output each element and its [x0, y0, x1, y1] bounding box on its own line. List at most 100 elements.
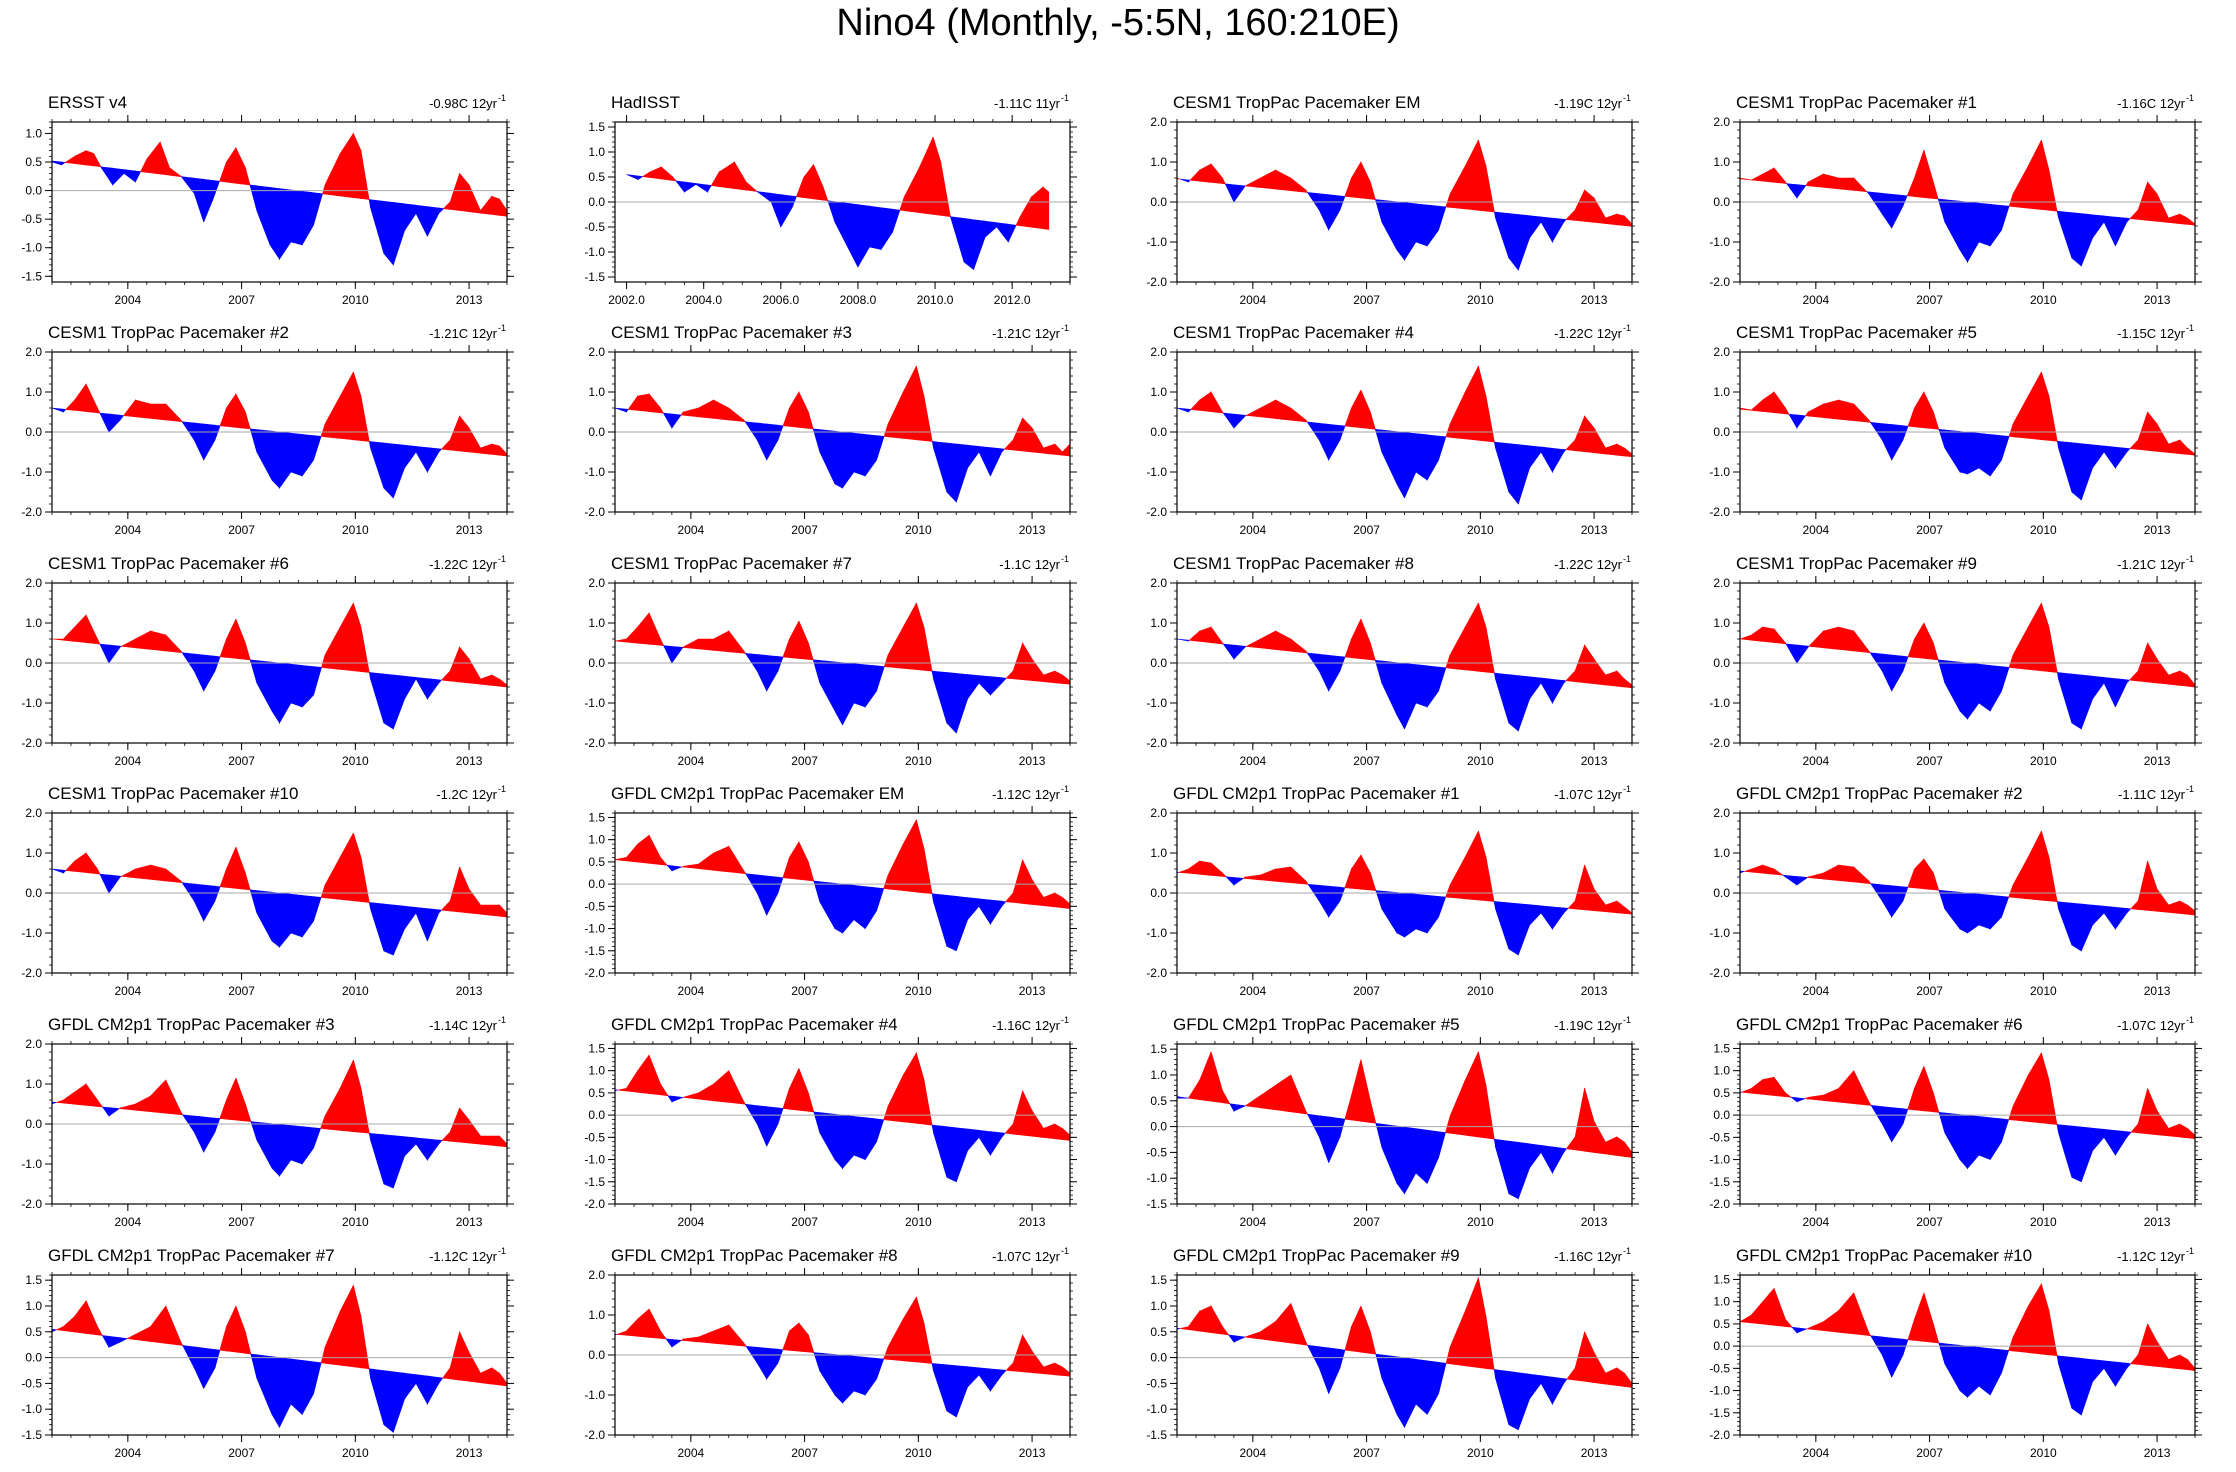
- positive-anomaly-area: [2041, 371, 2050, 441]
- negative-anomaly-area: [973, 219, 986, 270]
- negative-anomaly-area: [1381, 199, 1398, 251]
- negative-anomaly-area: [203, 884, 216, 923]
- trend-label: -1.11C 12yr: [2118, 787, 2186, 802]
- trend-label: -1.07C 12yr: [1554, 787, 1623, 802]
- positive-anomaly-area: [1005, 892, 1014, 903]
- negative-anomaly-area: [756, 422, 768, 461]
- negative-anomaly-area: [2001, 666, 2010, 692]
- y-tick-label: 0.0: [25, 184, 42, 198]
- y-tick-label: -1.0: [21, 465, 42, 479]
- negative-anomaly-area: [933, 670, 948, 724]
- x-tick-label: 2010: [1467, 523, 1494, 537]
- positive-anomaly-area: [1188, 630, 1200, 642]
- negative-anomaly-area: [892, 208, 901, 233]
- positive-anomaly-area: [1210, 626, 1223, 645]
- negative-anomaly-area: [842, 1354, 855, 1404]
- negative-anomaly-area: [383, 442, 394, 499]
- y-tick-label: -1.0: [1709, 926, 1730, 940]
- negative-anomaly-area: [112, 167, 125, 186]
- positive-anomaly-area: [1344, 1326, 1352, 1352]
- panel-title: GFDL CM2p1 TropPac Pacemaker #3: [48, 1015, 335, 1034]
- y-tick-label: -2.0: [1709, 1428, 1730, 1442]
- y-tick-label: 0.5: [1150, 1325, 1167, 1339]
- positive-anomaly-area: [2137, 1088, 2148, 1135]
- negative-anomaly-area: [1495, 672, 1510, 724]
- positive-anomaly-area: [1360, 1305, 1371, 1354]
- positive-anomaly-area: [1566, 1366, 1576, 1381]
- positive-anomaly-area: [1868, 880, 1872, 884]
- negative-anomaly-area: [256, 890, 273, 942]
- negative-anomaly-area: [193, 883, 204, 922]
- negative-anomaly-area: [1381, 660, 1398, 716]
- positive-anomaly-area: [85, 150, 94, 167]
- positive-anomaly-area: [468, 184, 481, 214]
- negative-anomaly-area: [1227, 1334, 1235, 1344]
- positive-anomaly-area: [2179, 439, 2188, 455]
- trend-exponent: -1: [1623, 554, 1631, 564]
- negative-anomaly-area: [1396, 892, 1405, 938]
- positive-anomaly-area: [798, 391, 809, 429]
- positive-anomaly-area: [219, 407, 227, 427]
- negative-anomaly-area: [249, 184, 258, 211]
- positive-anomaly-area: [480, 1367, 493, 1385]
- negative-anomaly-area: [2081, 213, 2093, 267]
- positive-anomaly-area: [1031, 186, 1044, 230]
- negative-anomaly-area: [1796, 184, 1807, 199]
- negative-anomaly-area: [1891, 424, 1904, 462]
- positive-anomaly-area: [682, 638, 699, 650]
- negative-anomaly-area: [2126, 1131, 2132, 1139]
- positive-anomaly-area: [1838, 626, 1855, 652]
- x-tick-label: 2010: [1467, 754, 1494, 768]
- positive-anomaly-area: [1005, 1362, 1014, 1372]
- positive-anomaly-area: [459, 172, 470, 213]
- positive-anomaly-area: [1290, 638, 1307, 654]
- negative-anomaly-area: [2081, 1357, 2093, 1416]
- x-tick-label: 2010: [905, 523, 932, 537]
- positive-anomaly-area: [614, 857, 627, 862]
- positive-anomaly-area: [660, 1330, 667, 1340]
- positive-anomaly-area: [2048, 1310, 2058, 1357]
- x-tick-label: 2007: [791, 754, 818, 768]
- positive-anomaly-area: [1838, 1291, 1855, 1335]
- x-tick-label: 2004: [1802, 984, 1829, 998]
- negative-anomaly-area: [853, 663, 866, 708]
- positive-anomaly-area: [1808, 630, 1824, 649]
- x-tick-label: 2013: [1581, 754, 1608, 768]
- negative-anomaly-area: [766, 1347, 779, 1380]
- y-tick-label: 0.0: [1713, 195, 1730, 209]
- positive-anomaly-area: [1838, 399, 1855, 422]
- positive-anomaly-area: [1054, 1123, 1063, 1140]
- negative-anomaly-area: [819, 429, 836, 485]
- positive-anomaly-area: [1189, 169, 1200, 182]
- negative-anomaly-area: [1495, 441, 1510, 493]
- negative-anomaly-area: [2115, 678, 2128, 708]
- positive-anomaly-area: [2041, 830, 2050, 902]
- negative-anomaly-area: [271, 1123, 280, 1177]
- negative-anomaly-area: [2092, 444, 2105, 469]
- negative-anomaly-area: [427, 678, 440, 700]
- trend-label: -1.16C 12yr: [2117, 96, 2186, 111]
- positive-anomaly-area: [1445, 1347, 1451, 1365]
- negative-anomaly-area: [1415, 1128, 1428, 1185]
- positive-anomaly-area: [1062, 1127, 1071, 1141]
- negative-anomaly-area: [1318, 884, 1329, 919]
- negative-anomaly-area: [1978, 1346, 1991, 1396]
- negative-anomaly-area: [1989, 203, 2002, 247]
- trend-exponent: -1: [498, 323, 506, 333]
- negative-anomaly-area: [834, 430, 843, 489]
- x-tick-label: 2004: [114, 1215, 141, 1229]
- negative-anomaly-area: [404, 444, 417, 469]
- negative-anomaly-area: [2081, 1126, 2093, 1182]
- trend-label: -1.21C 12yr: [2117, 557, 2186, 572]
- negative-anomaly-area: [1563, 680, 1567, 684]
- negative-anomaly-area: [766, 875, 779, 916]
- negative-anomaly-area: [1881, 1106, 1892, 1142]
- negative-anomaly-area: [438, 207, 445, 215]
- negative-anomaly-area: [1438, 666, 1447, 692]
- positive-anomaly-area: [2128, 670, 2139, 682]
- negative-anomaly-area: [666, 864, 673, 872]
- positive-anomaly-area: [626, 843, 639, 863]
- negative-anomaly-area: [108, 1335, 121, 1348]
- positive-anomaly-area: [2168, 1354, 2181, 1370]
- trend-label: -1.22C 12yr: [429, 557, 498, 572]
